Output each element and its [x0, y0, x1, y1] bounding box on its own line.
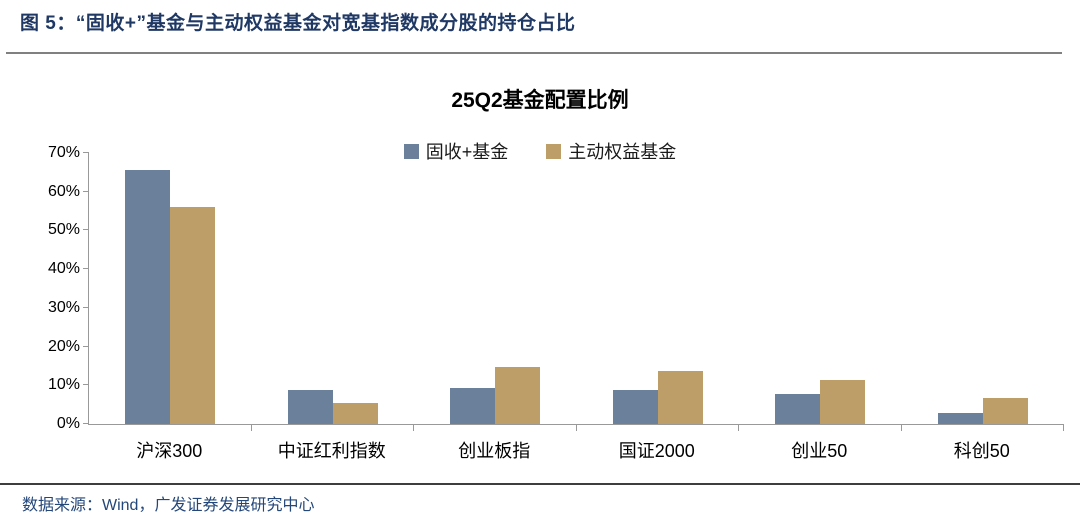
- figure-caption: 图 5：“固收+”基金与主动权益基金对宽基指数成分股的持仓占比: [20, 13, 576, 34]
- bar-主动权益基金-中证红利指数: [332, 403, 378, 424]
- x-axis-tick: [413, 424, 414, 431]
- x-axis-labels: 沪深300 中证红利指数 创业板指 国证2000 创业50 科创50: [88, 437, 1063, 463]
- y-axis-label: 30%: [47, 298, 80, 316]
- x-axis-tick: [250, 424, 252, 431]
- x-axis-tick: [1063, 424, 1064, 431]
- y-axis-label: 0%: [56, 415, 80, 432]
- y-axis-label: 40%: [47, 260, 80, 278]
- bar-主动权益基金-科创50: [982, 397, 1028, 424]
- x-axis-tick: [900, 424, 902, 431]
- legend-item-0: 固收+基金: [403, 138, 509, 164]
- y-axis-label: 10%: [47, 376, 80, 394]
- bar-group-1: [252, 153, 414, 431]
- x-axis-label-2: 创业板指: [458, 441, 531, 461]
- x-axis-label-1: 中证红利指数: [277, 441, 386, 461]
- y-axis-tick: [83, 152, 89, 153]
- y-axis-label: 50%: [47, 221, 80, 239]
- bar-group-5: [902, 153, 1064, 431]
- y-axis-tick: [83, 306, 89, 308]
- bar-主动权益基金-创业50: [820, 379, 866, 424]
- y-axis-tick: [83, 384, 89, 386]
- bar-group-3: [577, 153, 739, 431]
- chart-legend: 固收+基金 主动权益基金: [0, 138, 1080, 164]
- header-divider: [6, 52, 1062, 54]
- y-axis-tick: [83, 268, 89, 270]
- bar-固收+基金-科创50: [937, 412, 983, 424]
- data-source: 数据来源：Wind，广发证券发展研究中心: [22, 497, 315, 514]
- chart-title: 25Q2基金配置比例: [451, 89, 629, 112]
- bar-group-4: [739, 153, 902, 431]
- legend-item-1: 主动权益基金: [546, 138, 676, 164]
- x-axis-label-0: 沪深300: [136, 441, 203, 461]
- bar-固收+基金-沪深300: [125, 169, 171, 424]
- bar-固收+基金-国证2000: [612, 390, 658, 424]
- bar-group-0: [89, 153, 252, 431]
- bar-主动权益基金-创业板指: [495, 366, 541, 424]
- bar-主动权益基金-国证2000: [657, 370, 703, 424]
- y-axis-label: 20%: [47, 337, 80, 355]
- legend-swatch-icon: [546, 143, 562, 159]
- bar-groups: [89, 153, 1064, 431]
- bar-固收+基金-创业板指: [450, 388, 496, 424]
- legend-swatch-icon: [403, 143, 419, 159]
- plot-area: 0% 10% 20% 30% 40% 50% 60% 70%: [48, 144, 1064, 432]
- x-axis-label-5: 科创50: [953, 441, 1010, 461]
- y-axis-tick: [83, 229, 89, 231]
- y-axis-label: 60%: [47, 182, 80, 200]
- bar-固收+基金-中证红利指数: [287, 390, 333, 424]
- y-axis-tick: [83, 423, 89, 424]
- legend-label: 主动权益基金: [568, 142, 677, 162]
- x-axis-tick: [738, 424, 739, 431]
- legend-label: 固收+基金: [425, 142, 509, 162]
- y-axis-tick: [83, 345, 89, 347]
- y-axis-label: 70%: [47, 144, 80, 161]
- bar-group-2: [414, 153, 577, 431]
- y-axis-tick: [83, 190, 89, 192]
- x-axis-tick: [575, 424, 577, 431]
- source-divider: [0, 483, 1080, 485]
- bar-固收+基金-创业50: [775, 393, 821, 424]
- bar-主动权益基金-沪深300: [170, 207, 216, 424]
- x-axis-label-3: 国证2000: [618, 441, 695, 461]
- x-axis-label-4: 创业50: [791, 441, 848, 461]
